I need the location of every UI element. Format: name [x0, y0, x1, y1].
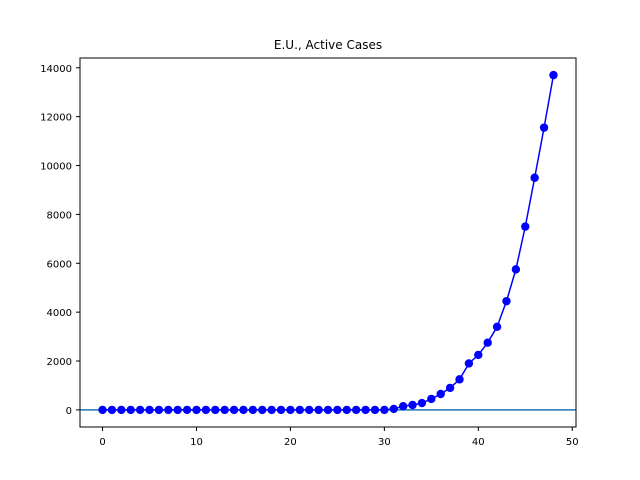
y-tick-label: 4000	[47, 308, 72, 319]
x-tick-label: 40	[472, 437, 485, 448]
data-point	[305, 405, 314, 415]
x-tick-label: 30	[378, 437, 391, 448]
data-point	[539, 123, 549, 132]
plot-area	[80, 70, 576, 415]
data-point	[464, 359, 474, 368]
data-point	[474, 350, 483, 360]
data-point	[361, 405, 370, 415]
data-point	[398, 402, 408, 411]
data-point	[295, 405, 305, 415]
data-point	[135, 405, 145, 415]
data-point	[436, 389, 445, 399]
data-point	[323, 405, 333, 415]
data-point	[164, 405, 173, 415]
data-point	[549, 70, 558, 80]
data-point	[408, 400, 417, 410]
axes: 0 10 20 30 40 50 0 2000 4000 6000 8000 10000 12000 14…	[40, 64, 578, 448]
data-point	[417, 398, 427, 408]
data-point	[380, 405, 389, 415]
data-point	[258, 405, 267, 415]
data-point	[239, 405, 248, 415]
data-point	[427, 394, 436, 404]
x-tick-label: 50	[566, 437, 579, 448]
y-tick-label: 12000	[40, 113, 72, 124]
chart-title: E.U., Active Cases	[274, 38, 382, 52]
y-tick-label: 6000	[47, 259, 72, 270]
data-point	[483, 338, 492, 347]
axes-frame	[79, 57, 577, 428]
data-point	[192, 405, 201, 415]
x-tick-label: 10	[190, 437, 203, 448]
data-point	[342, 405, 351, 415]
data-point	[229, 405, 239, 415]
data-point	[445, 383, 455, 393]
x-tick-label: 0	[99, 437, 105, 448]
data-point	[389, 404, 398, 414]
data-point	[521, 222, 530, 231]
data-point	[173, 405, 182, 415]
data-point	[276, 405, 286, 415]
data-point	[145, 405, 154, 415]
data-point	[117, 405, 126, 415]
y-tick-label: 10000	[40, 162, 72, 173]
data-point	[182, 405, 192, 415]
data-point	[286, 405, 295, 415]
data-point	[220, 405, 229, 415]
data-point	[201, 405, 211, 415]
data-point	[351, 405, 361, 415]
data-point	[502, 296, 511, 306]
data-point	[107, 405, 117, 415]
y-tick-label: 14000	[40, 64, 72, 75]
data-point	[370, 405, 380, 415]
data-point	[511, 265, 521, 274]
data-point	[492, 322, 502, 332]
data-point	[248, 405, 258, 415]
data-point	[267, 405, 276, 415]
data-point	[211, 405, 220, 415]
data-point	[455, 375, 464, 384]
data-point	[126, 405, 135, 415]
x-tick-label: 20	[284, 437, 297, 448]
y-tick-label: 0	[66, 406, 72, 417]
data-point	[333, 405, 342, 415]
y-tick-label: 8000	[47, 210, 72, 221]
data-point	[154, 405, 164, 415]
data-point	[530, 173, 539, 182]
y-tick-label: 2000	[47, 357, 72, 368]
data-point	[98, 405, 107, 415]
data-point	[314, 405, 323, 415]
